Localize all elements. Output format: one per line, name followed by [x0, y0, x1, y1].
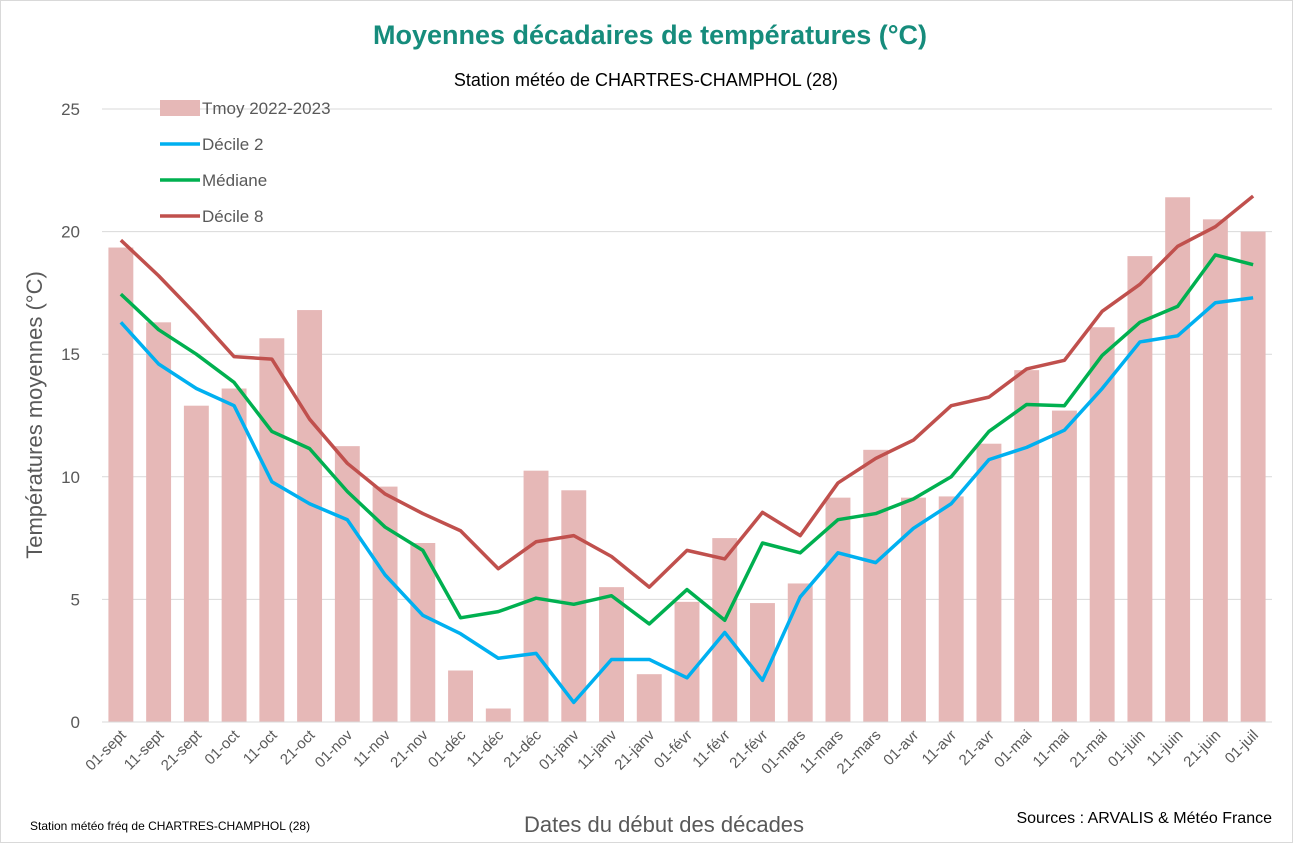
chart-subtitle: Station météo de CHARTRES-CHAMPHOL (28): [454, 70, 838, 90]
bar: [372, 486, 398, 722]
bar: [183, 405, 209, 722]
bar: [900, 497, 926, 722]
legend-label: Décile 8: [202, 207, 263, 226]
legend-swatch: [160, 100, 200, 116]
source: Sources : ARVALIS & Météo France: [1016, 810, 1272, 827]
y-tick-label: 20: [61, 223, 80, 242]
y-tick-label: 0: [71, 713, 80, 732]
y-tick-label: 10: [61, 468, 80, 487]
bar: [146, 322, 172, 722]
y-tick-label: 15: [61, 345, 80, 364]
bar: [863, 449, 889, 722]
bar: [636, 674, 662, 722]
bar: [712, 538, 738, 722]
bar: [938, 496, 964, 722]
bar: [561, 490, 587, 722]
x-axis-label: Dates du début des décades: [524, 812, 804, 837]
bar: [1014, 370, 1040, 722]
y-tick-label: 5: [71, 590, 80, 609]
bar: [1165, 197, 1191, 723]
bar: [108, 247, 134, 722]
legend-label: Tmoy 2022-2023: [202, 99, 331, 118]
bar: [221, 388, 247, 722]
bar: [523, 470, 549, 722]
bar: [674, 601, 700, 722]
footnote: Station météo fréq de CHARTRES-CHAMPHOL …: [30, 819, 310, 833]
bar: [334, 446, 360, 722]
bar: [259, 338, 285, 722]
y-tick-label: 25: [61, 100, 80, 119]
line: [119, 296, 1254, 705]
bar: [787, 583, 813, 722]
chart-title: Moyennes décadaires de températures (°C): [373, 20, 927, 50]
bar: [599, 587, 624, 722]
y-axis-label: Températures moyennes (°C): [22, 271, 47, 559]
line: [119, 194, 1255, 589]
bar: [976, 443, 1002, 722]
bar: [825, 497, 851, 722]
bar: [410, 543, 436, 722]
bar: [1202, 219, 1228, 722]
legend-label: Médiane: [202, 171, 267, 190]
line: [119, 253, 1254, 626]
bar: [1051, 410, 1077, 722]
bar: [448, 670, 474, 722]
legend-label: Décile 2: [202, 135, 263, 154]
bar: [1127, 256, 1153, 722]
bar: [297, 310, 323, 722]
bar: [485, 708, 511, 722]
bar: [1240, 231, 1266, 722]
bar: [1089, 327, 1115, 722]
